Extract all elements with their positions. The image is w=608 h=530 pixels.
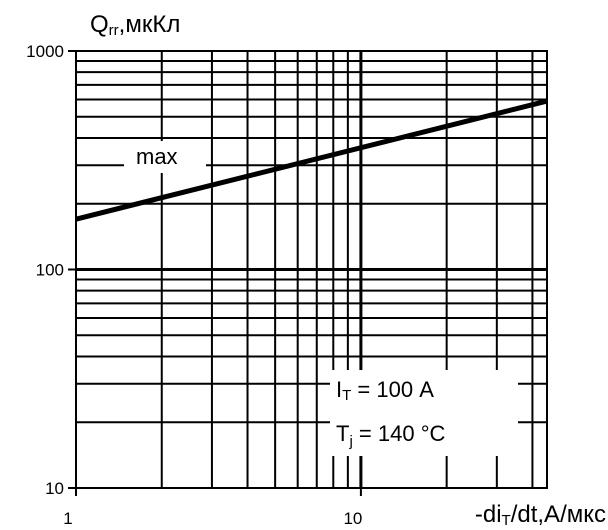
condition-current-pre: I	[336, 377, 342, 402]
conditions-box	[330, 370, 518, 456]
plot-frame	[75, 50, 548, 489]
series-layer	[75, 98, 548, 222]
y-tick-label-100: 100	[36, 261, 64, 280]
series-label-max: max	[136, 144, 178, 169]
x-axis-label-sub: T	[502, 512, 511, 529]
condition-current: IT = 100 А	[336, 377, 434, 404]
tick-marks	[68, 50, 362, 496]
y-axis-label-main: Q	[90, 11, 109, 38]
series-line-max	[75, 98, 548, 222]
condition-current-sub: T	[342, 387, 351, 404]
series-label-box	[124, 141, 206, 173]
y-axis-label-sub: rr	[109, 22, 119, 39]
x-tick-label-10: 10	[343, 509, 362, 528]
x-axis-label: -diT/dt,А/мкс	[475, 501, 606, 529]
x-axis-label-pre: -di	[475, 501, 502, 528]
condition-current-rest: = 100 А	[351, 377, 434, 402]
condition-temperature-sub: j	[348, 433, 352, 450]
condition-temperature: Tj = 140 °C	[336, 421, 445, 450]
x-axis-label-rest: /dt,А/мкс	[511, 501, 606, 528]
x-tick-label-1: 1	[63, 509, 72, 528]
y-tick-label-1000: 1000	[26, 42, 64, 61]
y-axis-label-rest: ,мкКл	[119, 11, 181, 38]
y-axis-label: Qrr,мкКл	[90, 11, 180, 39]
y-tick-label-10: 10	[45, 479, 64, 498]
condition-temperature-rest: = 140 °C	[353, 421, 446, 446]
condition-temperature-pre: T	[336, 421, 349, 446]
